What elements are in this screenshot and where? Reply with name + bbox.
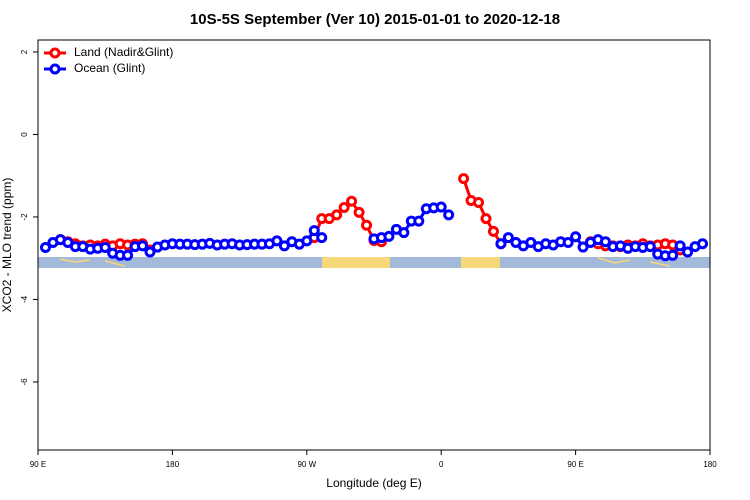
data-point — [674, 240, 686, 252]
legend: Land (Nadir&Glint) Ocean (Glint) — [44, 45, 173, 75]
y-tick-label: 2 — [20, 49, 29, 54]
data-point — [39, 241, 51, 253]
x-axis-label: Longitude (deg E) — [326, 476, 421, 490]
chart-title: 10S-5S September (Ver 10) 2015-01-01 to … — [190, 11, 560, 28]
data-point — [458, 173, 470, 185]
land-strip — [322, 257, 390, 268]
data-point — [331, 209, 343, 221]
data-point — [361, 219, 373, 231]
data-point — [480, 213, 492, 225]
data-point — [301, 235, 313, 247]
data-point — [435, 201, 447, 213]
data-point — [473, 197, 485, 209]
data-point — [398, 227, 410, 239]
x-tick-label: 90 E — [30, 460, 46, 469]
x-tick-label: 0 — [439, 460, 444, 469]
data-point — [682, 246, 694, 258]
data-point — [99, 241, 111, 253]
y-tick-label: -2 — [20, 213, 29, 221]
data-point — [413, 215, 425, 227]
y-tick-label: -4 — [20, 295, 29, 303]
land-strip — [461, 257, 500, 268]
data-point — [599, 236, 611, 248]
y-axis-label: XCO2 - MLO trend (ppm) — [0, 178, 14, 313]
data-point — [316, 232, 328, 244]
data-point — [346, 195, 358, 207]
plot-frame — [37, 39, 711, 451]
data-point — [338, 201, 350, 213]
legend-marker — [49, 47, 61, 59]
legend-label: Ocean (Glint) — [74, 61, 145, 75]
x-tick-label: 90 W — [297, 460, 316, 469]
data-point — [502, 232, 514, 244]
x-tick-label: 90 E — [567, 460, 583, 469]
data-point — [383, 230, 395, 242]
legend-label: Land (Nadir&Glint) — [74, 45, 173, 59]
data-point — [697, 238, 709, 250]
data-point — [577, 241, 589, 253]
data-point — [443, 209, 455, 221]
data-point — [644, 241, 656, 253]
data-point — [271, 235, 283, 247]
y-tick-label: -6 — [20, 378, 29, 386]
y-tick-label: 0 — [20, 132, 29, 137]
data-point — [122, 249, 134, 261]
data-point — [353, 206, 365, 218]
x-tick-label: 180 — [703, 460, 717, 469]
data-point — [570, 231, 582, 243]
data-point — [562, 237, 574, 249]
data-point — [495, 238, 507, 250]
data-point — [137, 240, 149, 252]
data-point — [487, 225, 499, 237]
legend-marker — [49, 63, 61, 75]
island-strip — [59, 257, 671, 267]
map-strip — [38, 257, 710, 268]
x-tick-label: 180 — [166, 460, 180, 469]
data-point — [667, 249, 679, 261]
data-point — [144, 246, 156, 258]
data-point — [308, 225, 320, 237]
